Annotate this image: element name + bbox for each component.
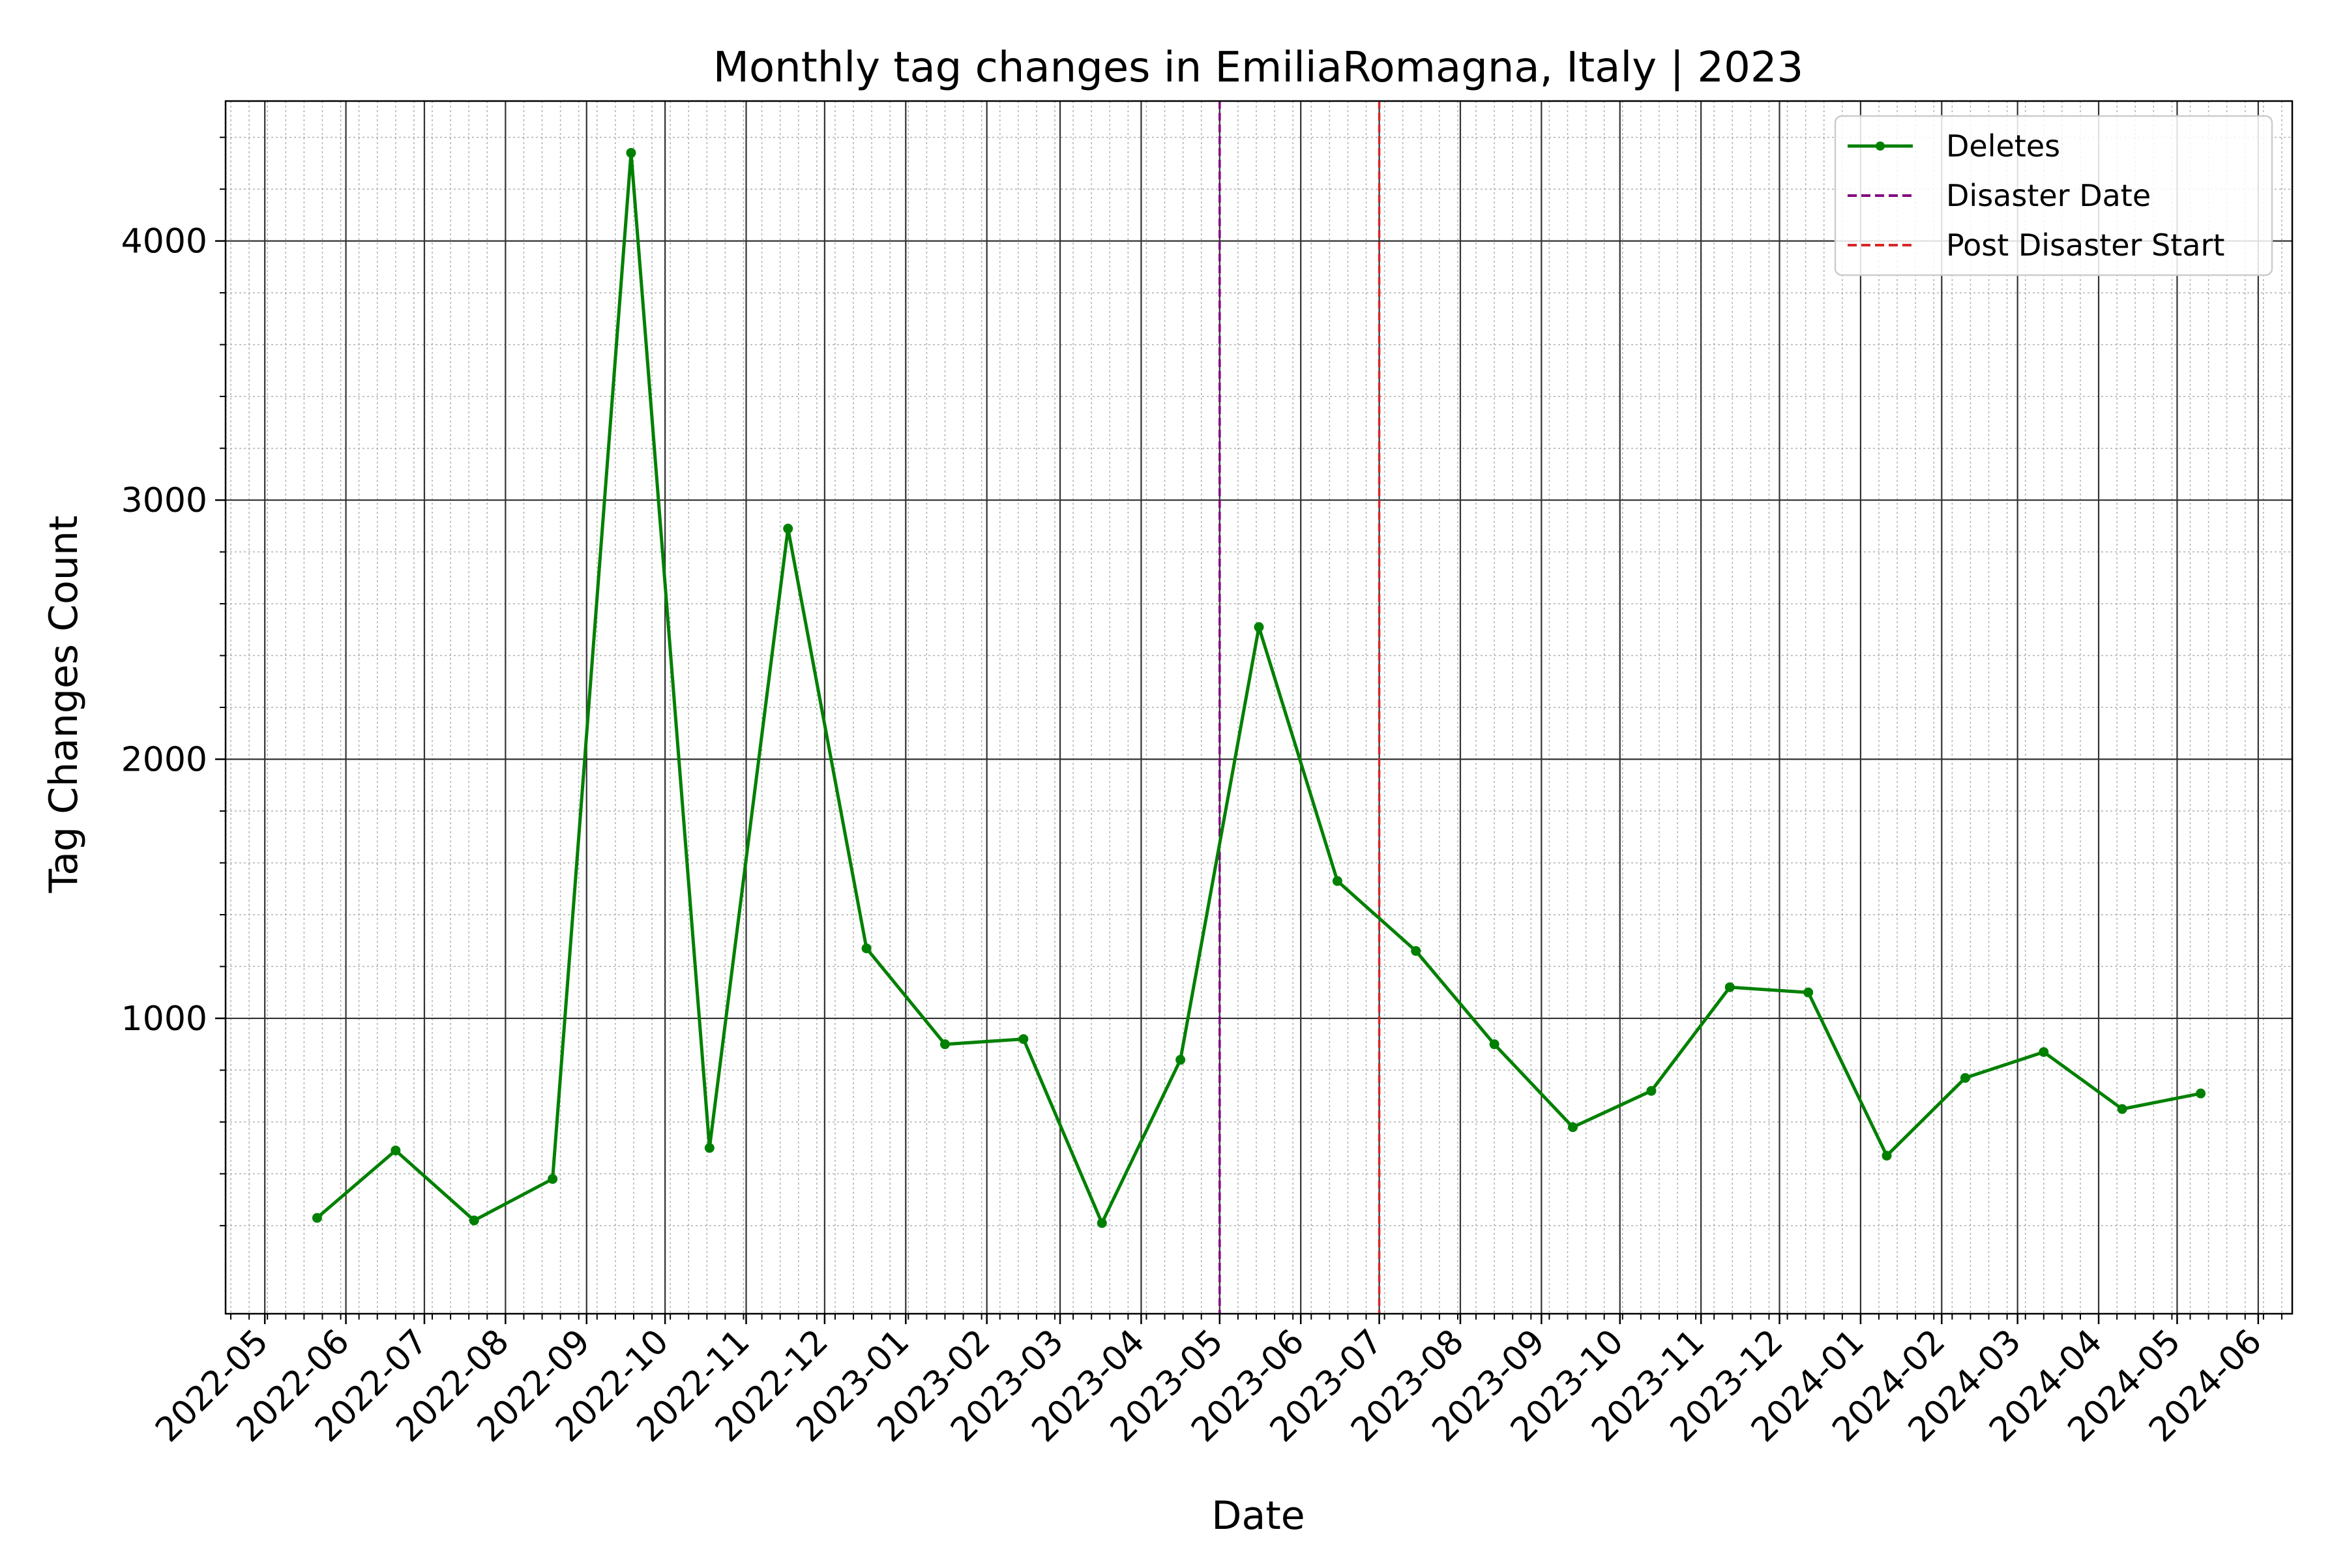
- data-point: [1960, 1072, 1970, 1083]
- legend-item-post-disaster-start: Post Disaster Start: [1848, 228, 2224, 263]
- y-tick-label: 1000: [121, 999, 207, 1039]
- data-point: [312, 1213, 322, 1223]
- y-tick-label: 4000: [121, 222, 207, 261]
- data-point: [2117, 1104, 2127, 1114]
- chart-title: Monthly tag changes in EmiliaRomagna, It…: [713, 44, 1804, 92]
- y-tick-label: 3000: [121, 481, 207, 520]
- data-point: [1175, 1055, 1186, 1065]
- legend-label-deletes: Deletes: [1946, 128, 2060, 164]
- data-point: [1646, 1086, 1657, 1096]
- data-point: [2196, 1088, 2206, 1099]
- event-lines: [1218, 101, 1381, 1314]
- data-point: [939, 1039, 950, 1050]
- data-point: [1882, 1151, 1892, 1161]
- legend-marker-deletes: [1876, 141, 1885, 151]
- y-axis-label: Tag Changes Count: [41, 516, 87, 894]
- data-point: [1411, 946, 1421, 956]
- data-point: [1254, 622, 1264, 632]
- data-point: [469, 1215, 479, 1226]
- data-point: [548, 1174, 558, 1184]
- data-point: [1332, 876, 1342, 886]
- data-point: [1803, 987, 1814, 998]
- minor-gridlines: [226, 101, 2292, 1314]
- data-point: [1097, 1218, 1107, 1228]
- data-point: [1489, 1039, 1499, 1050]
- legend-item-deletes: Deletes: [1848, 128, 2060, 164]
- series-group: [312, 147, 2206, 1228]
- data-point: [861, 943, 872, 954]
- legend-frame: [1834, 115, 2273, 276]
- legend: Deletes Disaster Date Post Disaster Star…: [1834, 115, 2273, 276]
- x-axis-label: Date: [1211, 1493, 1305, 1539]
- data-point: [1568, 1122, 1578, 1132]
- legend-item-disaster-date: Disaster Date: [1848, 178, 2151, 213]
- legend-label-disaster-date: Disaster Date: [1946, 178, 2151, 213]
- data-point: [626, 147, 636, 158]
- legend-label-post-disaster-start: Post Disaster Start: [1946, 228, 2224, 263]
- data-point: [1724, 982, 1735, 992]
- data-point: [2039, 1047, 2049, 1058]
- data-point: [1018, 1034, 1029, 1044]
- data-point: [783, 524, 793, 534]
- data-point: [391, 1146, 401, 1156]
- data-point: [704, 1143, 715, 1153]
- y-tick-label: 2000: [121, 740, 207, 779]
